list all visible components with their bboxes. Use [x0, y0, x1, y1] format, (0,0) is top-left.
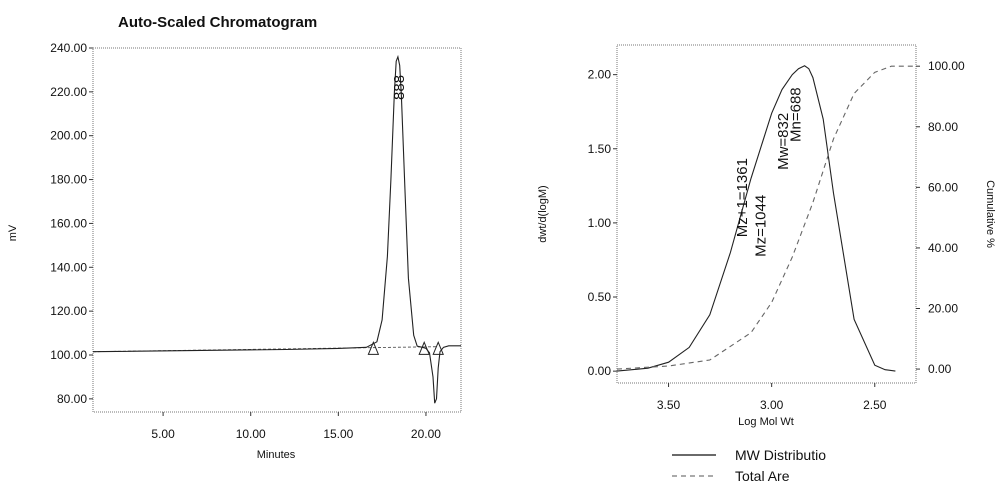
- mw-annotation: Mz=1044: [752, 195, 769, 257]
- y-tick-label: 1.00: [588, 216, 612, 230]
- mw-annotation: Mw=832: [775, 113, 792, 170]
- mw-annotation: Mz+1=1361: [734, 158, 751, 237]
- y2-axis: 100.00 80.00 60.00 40.00 20.00 0.00: [916, 59, 965, 376]
- peak-marker: [418, 341, 430, 355]
- x-axis: 5.00 10.00 15.00 20.00: [151, 412, 441, 441]
- y-tick-label: 160.00: [50, 216, 87, 230]
- y-tick-label: 2.00: [588, 68, 612, 82]
- y-tick-label: 100.00: [50, 348, 87, 362]
- peak-marker: [432, 341, 444, 355]
- y2-tick-label: 60.00: [928, 180, 958, 194]
- y-axis: 240.00 220.00 200.00 180.00 160.00 140.00 120.…: [50, 41, 93, 406]
- x-axis-title: Log Mol Wt: [738, 416, 794, 428]
- x-tick-label: 20.00: [411, 427, 441, 441]
- y-tick-label: 200.00: [50, 129, 87, 143]
- legend-label: Total Are: [735, 468, 790, 484]
- x-axis-title: Minutes: [257, 449, 296, 461]
- y-axis-title: mV: [7, 224, 19, 241]
- mw-plot-frame: [616, 44, 917, 384]
- y2-tick-label: 100.00: [928, 59, 965, 73]
- y2-tick-label: 0.00: [928, 362, 952, 376]
- y2-tick-label: 20.00: [928, 301, 958, 315]
- x-tick-label: 3.50: [657, 398, 681, 412]
- peak-labels: 888: [391, 75, 408, 100]
- x-tick-label: 3.00: [760, 398, 784, 412]
- y-tick-label: 0.00: [588, 364, 612, 378]
- x-tick-label: 5.00: [151, 427, 175, 441]
- peak-markers: [367, 341, 444, 355]
- y-tick-label: 120.00: [50, 304, 87, 318]
- peak-label: 888: [391, 75, 408, 100]
- y-axis-title: dwt/d(logM): [537, 185, 549, 242]
- series-group: [616, 65, 916, 372]
- peak-marker: [367, 341, 380, 355]
- y-tick-label: 220.00: [50, 85, 87, 99]
- y2-axis-title: Cumulative %: [984, 180, 996, 248]
- y-tick-label: 1.50: [588, 142, 612, 156]
- x-tick-label: 2.50: [863, 398, 887, 412]
- cumulative-area-line: [616, 65, 916, 370]
- x-tick-label: 15.00: [323, 427, 353, 441]
- legend: MW Distributio Total Are: [672, 447, 826, 484]
- y2-tick-label: 40.00: [928, 241, 958, 255]
- mw-distribution-chart: 2.00 1.50 1.00 0.50 0.00 100.00 80.00 60.00 40.…: [537, 44, 996, 484]
- chart-title: Auto-Scaled Chromatogram: [118, 14, 317, 31]
- y-tick-label: 180.00: [50, 173, 87, 187]
- y-tick-label: 240.00: [50, 41, 87, 55]
- x-axis: 3.50 3.00 2.50: [657, 383, 887, 412]
- chromatogram-plot-frame: [92, 47, 462, 413]
- y-tick-label: 0.50: [588, 290, 612, 304]
- legend-label: MW Distributio: [735, 447, 826, 463]
- y-axis: 2.00 1.50 1.00 0.50 0.00: [588, 68, 617, 378]
- x-tick-label: 10.00: [236, 427, 266, 441]
- y-tick-label: 80.00: [57, 392, 87, 406]
- y2-tick-label: 80.00: [928, 120, 958, 134]
- mw-distribution-line: [616, 65, 896, 372]
- chromatogram-chart: Auto-Scaled Chromatogram 240.00 220.00 200…: [7, 14, 462, 461]
- y-tick-label: 140.00: [50, 260, 87, 274]
- mw-annotation: Mn=688: [788, 87, 805, 142]
- series-group: [92, 54, 461, 404]
- chromatogram-line: [92, 54, 461, 404]
